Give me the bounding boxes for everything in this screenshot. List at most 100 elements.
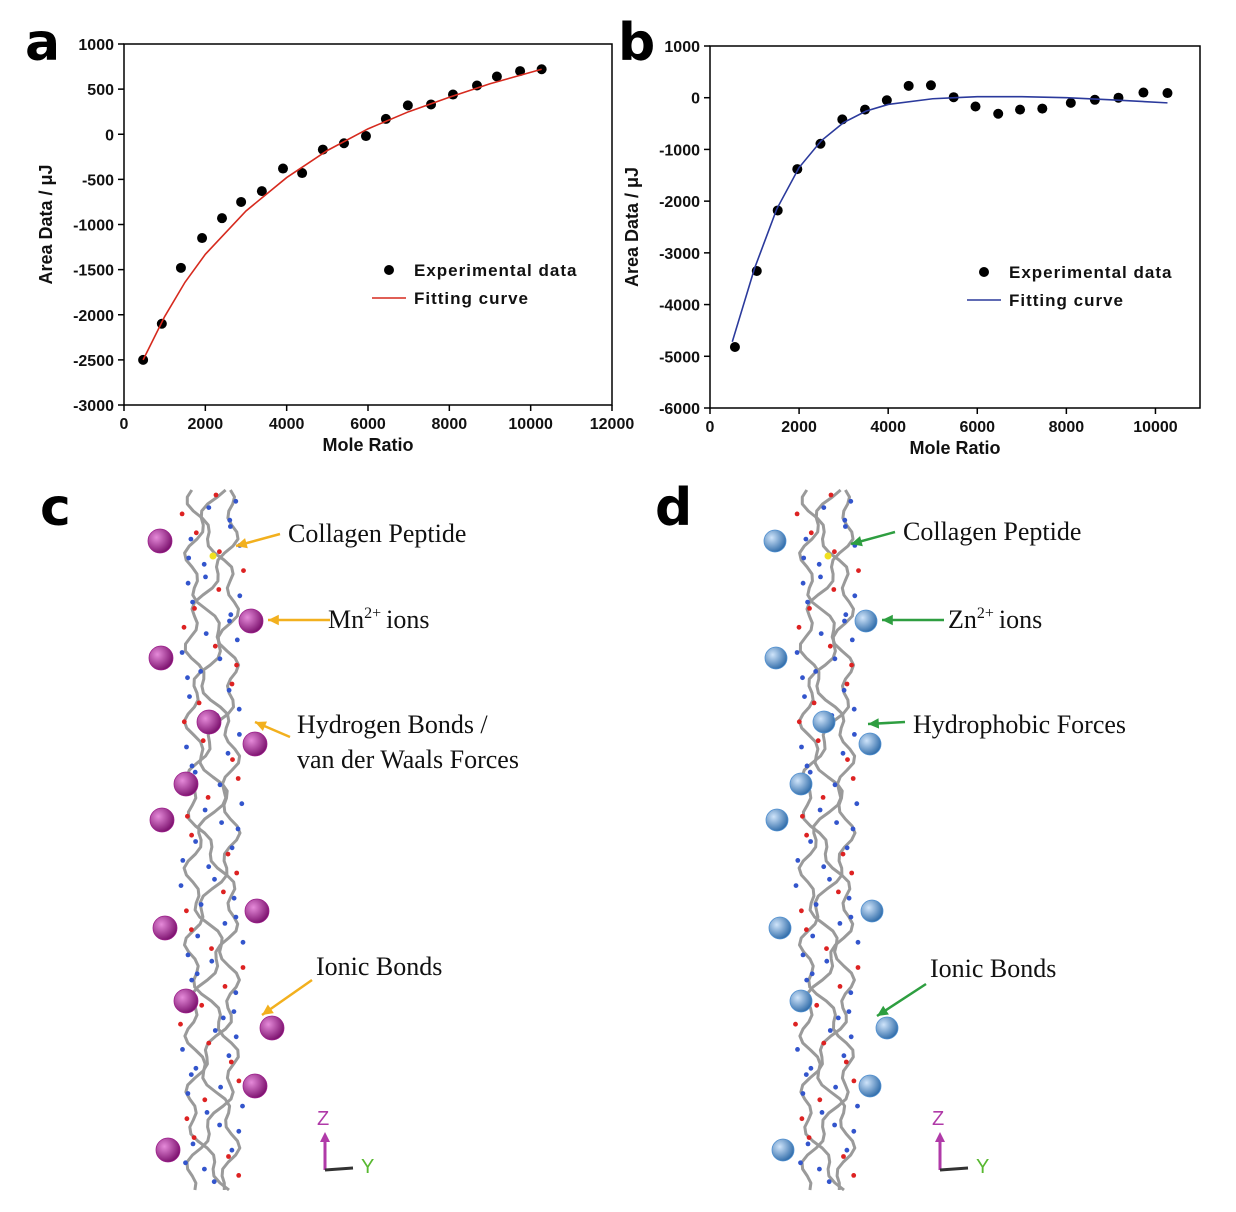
x-tick-label: 6000 [959,419,995,436]
y-tick-label: 0 [691,91,700,108]
arrow-head [262,1004,274,1015]
atom [206,505,212,510]
atom [201,561,207,567]
axis-y [324,1166,354,1172]
data-point [380,113,391,124]
annotation: Ionic Bonds [316,952,442,981]
atom [848,1034,854,1040]
annotation-text: Ionic Bonds [930,954,1056,983]
y-tick-label: -1500 [73,263,114,280]
atom [833,1084,838,1090]
atom [820,795,826,800]
y-tick-label: 500 [87,82,114,99]
x-tick-label: 4000 [269,416,305,433]
atom [184,744,189,750]
atom [222,984,228,989]
annotation: Hydrogen Bonds / [297,710,488,739]
atom [799,1116,805,1122]
x-tick-label: 10000 [1133,419,1178,436]
plot-frame [123,43,613,406]
atom [794,650,800,655]
atom [843,524,848,529]
atom [810,933,816,939]
atom [837,921,843,926]
annotation-text: Mn [328,605,364,634]
axis-z-label: Z [317,1108,329,1130]
strand [183,488,242,1190]
atom [821,505,827,510]
atom [843,612,849,618]
atom [852,732,857,737]
atom [237,593,243,599]
atom [842,618,847,624]
atom [183,1160,188,1166]
atom [832,1122,837,1128]
atom [827,643,833,649]
atom [236,1173,242,1178]
atom [225,750,231,756]
x-tick-label: 0 [706,419,715,436]
x-tick-label: 12000 [590,416,635,433]
ion [768,916,792,940]
atom [212,1028,218,1033]
ion [148,645,174,671]
data-point [278,163,289,174]
sulfur [209,552,217,560]
atom [814,1002,820,1008]
atom [218,1084,224,1090]
atom [795,858,801,863]
atom [817,807,823,813]
ion [155,1137,181,1163]
legend-label: Fitting curve [414,289,529,308]
atom [213,492,219,498]
panel-label: d [655,478,692,538]
atom [855,939,861,945]
atom [835,1015,841,1021]
atom [234,637,240,643]
atom [209,946,214,951]
atom [794,511,800,517]
atom [793,1021,798,1027]
atom [195,933,201,939]
data-point [1138,87,1149,98]
data-point [970,101,981,112]
legend-swatch [384,265,394,275]
atom [233,914,239,920]
ion [812,710,836,734]
atom [193,1065,199,1071]
atom [205,795,211,800]
atom [843,1059,849,1065]
ion [763,529,787,553]
atom [233,498,239,504]
atom [848,990,854,996]
atom [193,530,199,536]
atom [236,706,242,712]
annotation: van der Waals Forces [297,745,519,774]
atom [227,517,233,523]
annotation: Hydrophobic Forces [913,710,1126,739]
atom [228,612,234,618]
annotation: Zn2+ ions [948,605,1042,634]
atom [846,1009,852,1014]
ion [152,915,178,941]
atom [179,511,185,517]
data-point [1113,92,1124,103]
atom [206,864,212,870]
atom [807,606,812,611]
atom [185,1091,191,1096]
legend-label: Experimental data [1009,263,1172,282]
atom [803,536,809,542]
atom [836,889,841,895]
atom [854,801,860,807]
ion [259,1015,285,1041]
atom [848,914,854,920]
arrow-head [268,614,279,626]
atom [844,681,850,687]
atom [212,876,217,882]
strand [798,488,857,1190]
data-point [491,71,502,82]
data-point [515,66,526,77]
atom [834,820,839,825]
arrow-head [877,1005,889,1016]
